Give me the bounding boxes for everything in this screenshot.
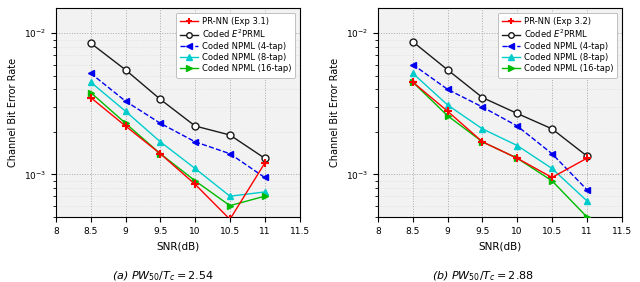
Y-axis label: Channel Bit Error Rate: Channel Bit Error Rate <box>8 58 19 167</box>
Text: (a) $PW_{50}/T_c = 2.54$: (a) $PW_{50}/T_c = 2.54$ <box>112 269 214 282</box>
Text: (b) $PW_{50}/T_c = 2.88$: (b) $PW_{50}/T_c = 2.88$ <box>433 269 534 282</box>
Legend: PR-NN (Exp 3.1), Coded $E^2$PRML, Coded NPML (4-tap), Coded NPML (8-tap), Coded : PR-NN (Exp 3.1), Coded $E^2$PRML, Coded … <box>176 12 295 78</box>
X-axis label: SNR(dB): SNR(dB) <box>478 241 522 251</box>
Legend: PR-NN (Exp 3.2), Coded $E^2$PRML, Coded NPML (4-tap), Coded NPML (8-tap), Coded : PR-NN (Exp 3.2), Coded $E^2$PRML, Coded … <box>498 12 618 78</box>
X-axis label: SNR(dB): SNR(dB) <box>156 241 199 251</box>
Y-axis label: Channel Bit Error Rate: Channel Bit Error Rate <box>330 58 340 167</box>
